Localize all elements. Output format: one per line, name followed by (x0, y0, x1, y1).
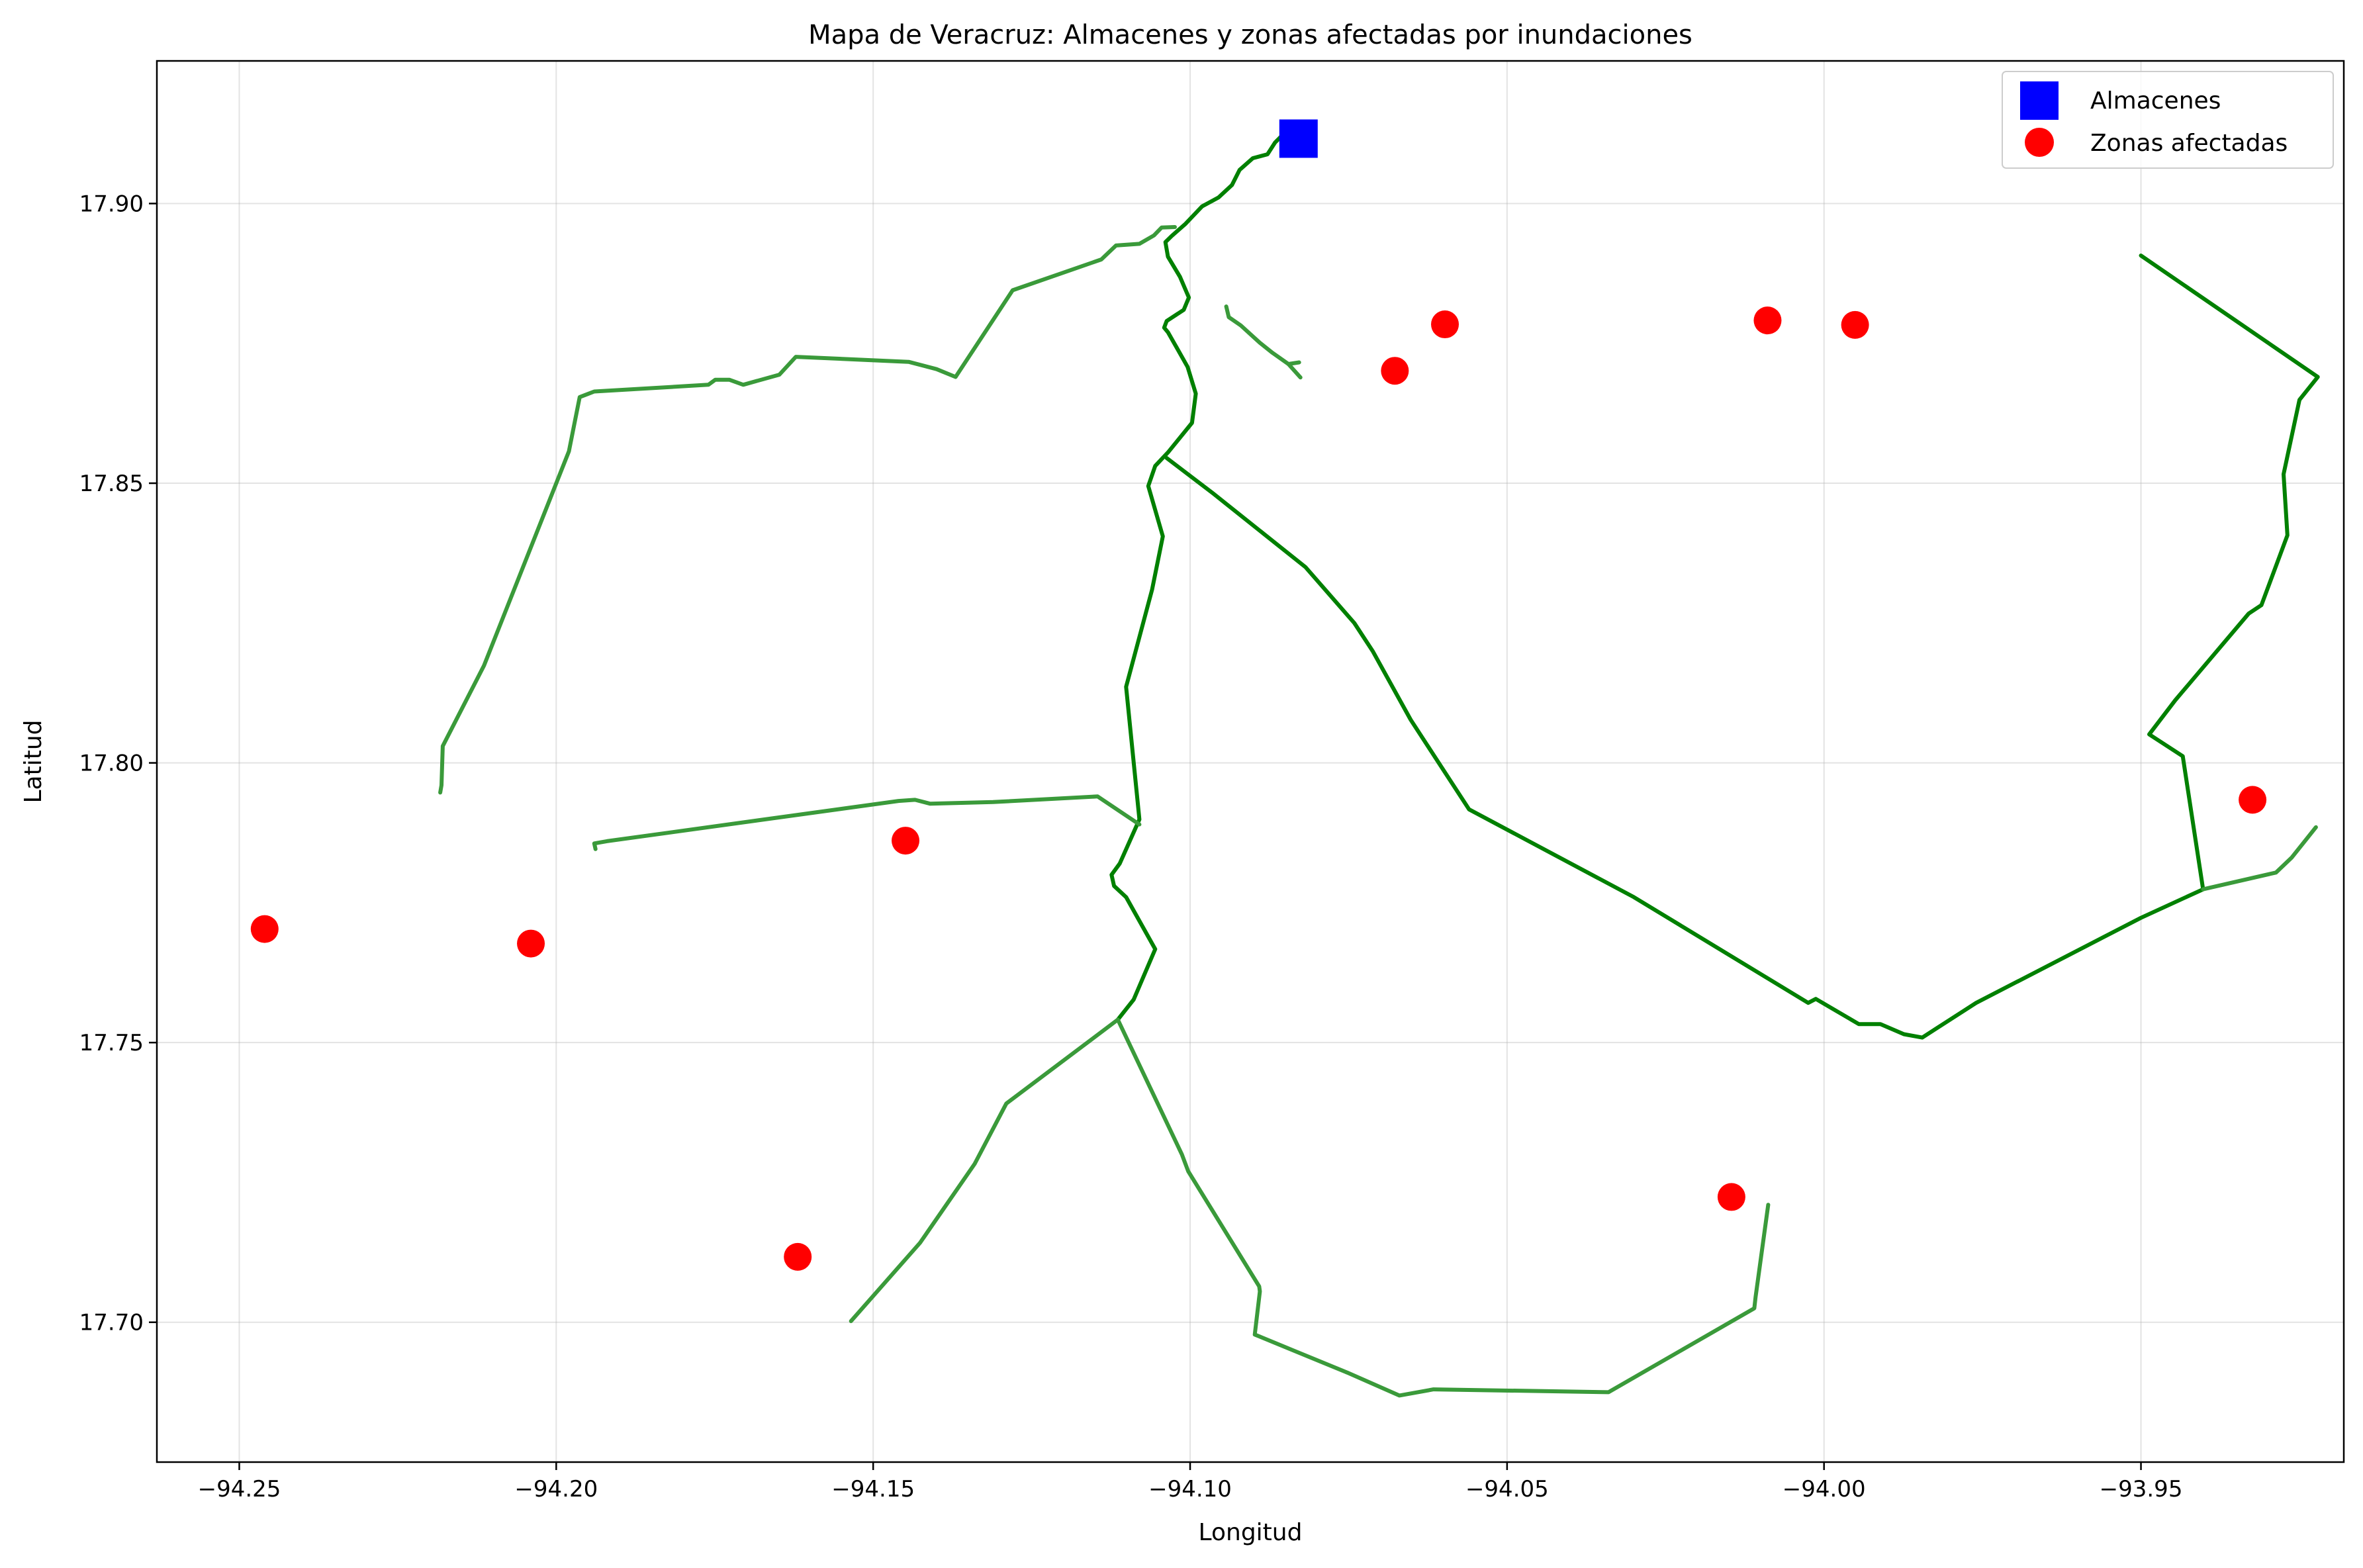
legend-label-affected: Zonas afectadas (2090, 130, 2288, 157)
affected-zone-marker (2239, 786, 2267, 814)
y-axis-label: Latitud (20, 719, 47, 803)
y-tick-label: 17.85 (79, 471, 144, 497)
grid-lines (157, 61, 2344, 1462)
road-line-major (1109, 127, 1291, 1022)
x-tick-label: −94.20 (514, 1476, 598, 1502)
road-line-major (1164, 456, 2205, 1040)
legend-swatch-affected (2025, 128, 2054, 157)
warehouse-marker (1279, 119, 1318, 158)
road-network (438, 127, 2320, 1398)
legend: Almacenes Zonas afectadas (2002, 71, 2334, 169)
y-tick-label: 17.90 (79, 191, 144, 218)
y-tick-label: 17.80 (79, 751, 144, 777)
affected-zone-marker (250, 915, 279, 943)
affected-zone-marker (1431, 310, 1460, 339)
road-line-major (2139, 254, 2320, 892)
plot-frame (156, 60, 2345, 1463)
y-tick-label: 17.70 (79, 1310, 144, 1336)
affected-zone-marker (892, 827, 920, 855)
affected-zone-marker (1717, 1183, 1745, 1211)
affected-zone-marker (1753, 306, 1782, 335)
legend-box (2002, 71, 2334, 169)
affected-zone-marker (1841, 310, 1869, 339)
x-tick-label: −93.95 (2100, 1476, 2183, 1502)
road-line-minor (438, 225, 1177, 795)
x-tick-label: −94.15 (831, 1476, 915, 1502)
road-line-minor (849, 1017, 1771, 1398)
x-tick-label: −94.00 (1783, 1476, 1866, 1502)
x-tick-label: −94.05 (1465, 1476, 1549, 1502)
x-tick-label: −94.10 (1148, 1476, 1232, 1502)
road-line-minor (2201, 825, 2318, 892)
affected-zone-marker (517, 929, 545, 958)
x-tick-label: −94.25 (198, 1476, 281, 1502)
chart-title: Mapa de Veracruz: Almacenes y zonas afec… (808, 20, 1692, 50)
y-tick-label: 17.75 (79, 1030, 144, 1056)
affected-zone-marker (1381, 357, 1409, 385)
legend-label-warehouse: Almacenes (2090, 87, 2221, 115)
data-points (250, 119, 2267, 1271)
affected-zone-marker (784, 1242, 812, 1271)
road-line-minor (592, 794, 1142, 851)
x-axis-label: Longitud (1199, 1519, 1303, 1546)
axis-ticks: −94.25 −94.20 −94.15 −94.10 −94.05 −94.00 −93.… (79, 191, 2183, 1502)
road-line-minor (1286, 362, 1303, 380)
legend-swatch-warehouse (2020, 81, 2059, 120)
